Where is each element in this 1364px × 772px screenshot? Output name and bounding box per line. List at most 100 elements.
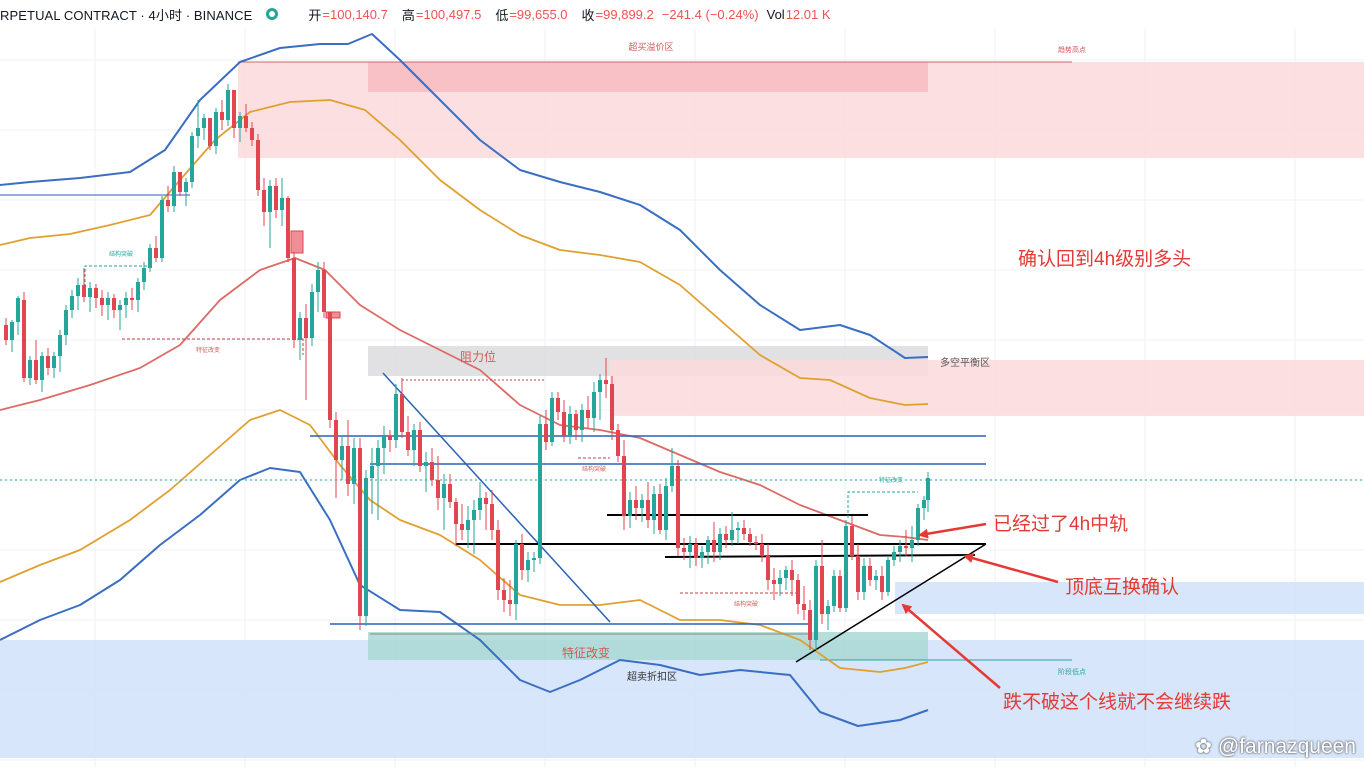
candle-body (448, 484, 452, 502)
candle-body (220, 112, 224, 120)
candle-body (316, 270, 320, 292)
candle-body (16, 298, 20, 322)
candle-up (148, 244, 152, 272)
candle-up (892, 546, 896, 566)
candle-down (856, 544, 860, 600)
candle-body (832, 576, 836, 606)
candle-down (448, 474, 452, 508)
high-value: =100,497.5 (415, 6, 482, 22)
candle-down (520, 534, 524, 580)
candle-down (46, 348, 50, 375)
candle-body (592, 392, 596, 418)
candle-up (316, 262, 320, 312)
candle-down (694, 538, 698, 566)
candle-up (910, 526, 914, 562)
candle-body (490, 504, 494, 530)
candle-up (652, 486, 656, 534)
candle-body (472, 510, 476, 520)
candle-down (208, 118, 212, 150)
candle-down (880, 566, 884, 600)
candle-body (358, 448, 362, 616)
candle-up (874, 570, 878, 590)
candle-up (40, 352, 44, 392)
candle-up (142, 262, 146, 290)
candle-up (826, 600, 830, 630)
candle-body (430, 462, 434, 480)
candle-up (730, 512, 734, 546)
candle-up (52, 352, 56, 378)
candle-up (526, 552, 530, 582)
candle-down (34, 340, 38, 384)
candle-down (82, 268, 86, 302)
breakout-label-3: 结构突破 (734, 600, 758, 608)
demand-zone-right (895, 582, 1364, 614)
candle-up (160, 196, 164, 262)
candle-down (232, 90, 236, 138)
candle-up (136, 278, 140, 312)
candle-up (340, 436, 344, 480)
candle-body (694, 544, 698, 558)
candle-down (334, 412, 338, 498)
candle-body (40, 356, 44, 380)
candle-up (16, 296, 20, 335)
candle-body (280, 198, 284, 210)
candle-body (556, 398, 560, 412)
candle-body (496, 530, 500, 590)
candle-up (310, 284, 314, 346)
candle-down (556, 392, 560, 420)
candle-body (580, 410, 584, 430)
candle-down (508, 580, 512, 616)
candle-body (112, 298, 116, 310)
candle-down (250, 122, 254, 146)
candle-body (766, 556, 770, 580)
candle-layer (4, 84, 930, 650)
change-value: −241.4 (−0.24%) (661, 6, 759, 22)
candle-body (550, 398, 554, 442)
candle-up (382, 426, 386, 474)
candle-up (28, 356, 32, 385)
eye-icon[interactable] (266, 8, 279, 20)
candle-body (406, 432, 410, 450)
candle-up (184, 178, 188, 206)
candle-body (286, 198, 290, 258)
breakout-label-1: 结构突破 (109, 250, 133, 258)
candle-down (760, 534, 764, 562)
candle-body (52, 356, 56, 368)
candle-body (538, 424, 542, 558)
candle-down (484, 492, 488, 530)
candle-body (904, 546, 908, 548)
candle-body (106, 298, 110, 305)
candle-down (562, 400, 566, 442)
candle-body (136, 282, 140, 300)
candle-down (586, 396, 590, 428)
candle-body (262, 190, 266, 212)
candle-up (298, 312, 302, 360)
feature-change-label-1: 特征改变 (196, 346, 220, 354)
candle-body (238, 116, 242, 128)
candle-up (70, 290, 74, 318)
candle-up (640, 494, 644, 522)
candle-body (850, 526, 854, 556)
candle-down (868, 558, 872, 586)
candle-body (334, 420, 338, 460)
black-line-3 (664, 554, 976, 558)
candle-body (178, 172, 182, 192)
candle-body (292, 258, 296, 340)
open-value: =100,140.7 (322, 6, 388, 22)
close-label: 收 (581, 7, 595, 23)
candle-body (802, 604, 806, 610)
candle-body (562, 412, 566, 436)
candle-up (376, 440, 380, 520)
candle-body (784, 570, 788, 578)
candle-down (634, 486, 638, 520)
candle-down (244, 104, 248, 132)
candle-down (676, 460, 680, 556)
candle-body (166, 200, 170, 206)
candle-body (718, 534, 722, 552)
candle-body (466, 520, 470, 530)
candle-body (926, 478, 930, 500)
candle-body (910, 540, 914, 548)
volume-value: 12.01 K (785, 6, 831, 22)
